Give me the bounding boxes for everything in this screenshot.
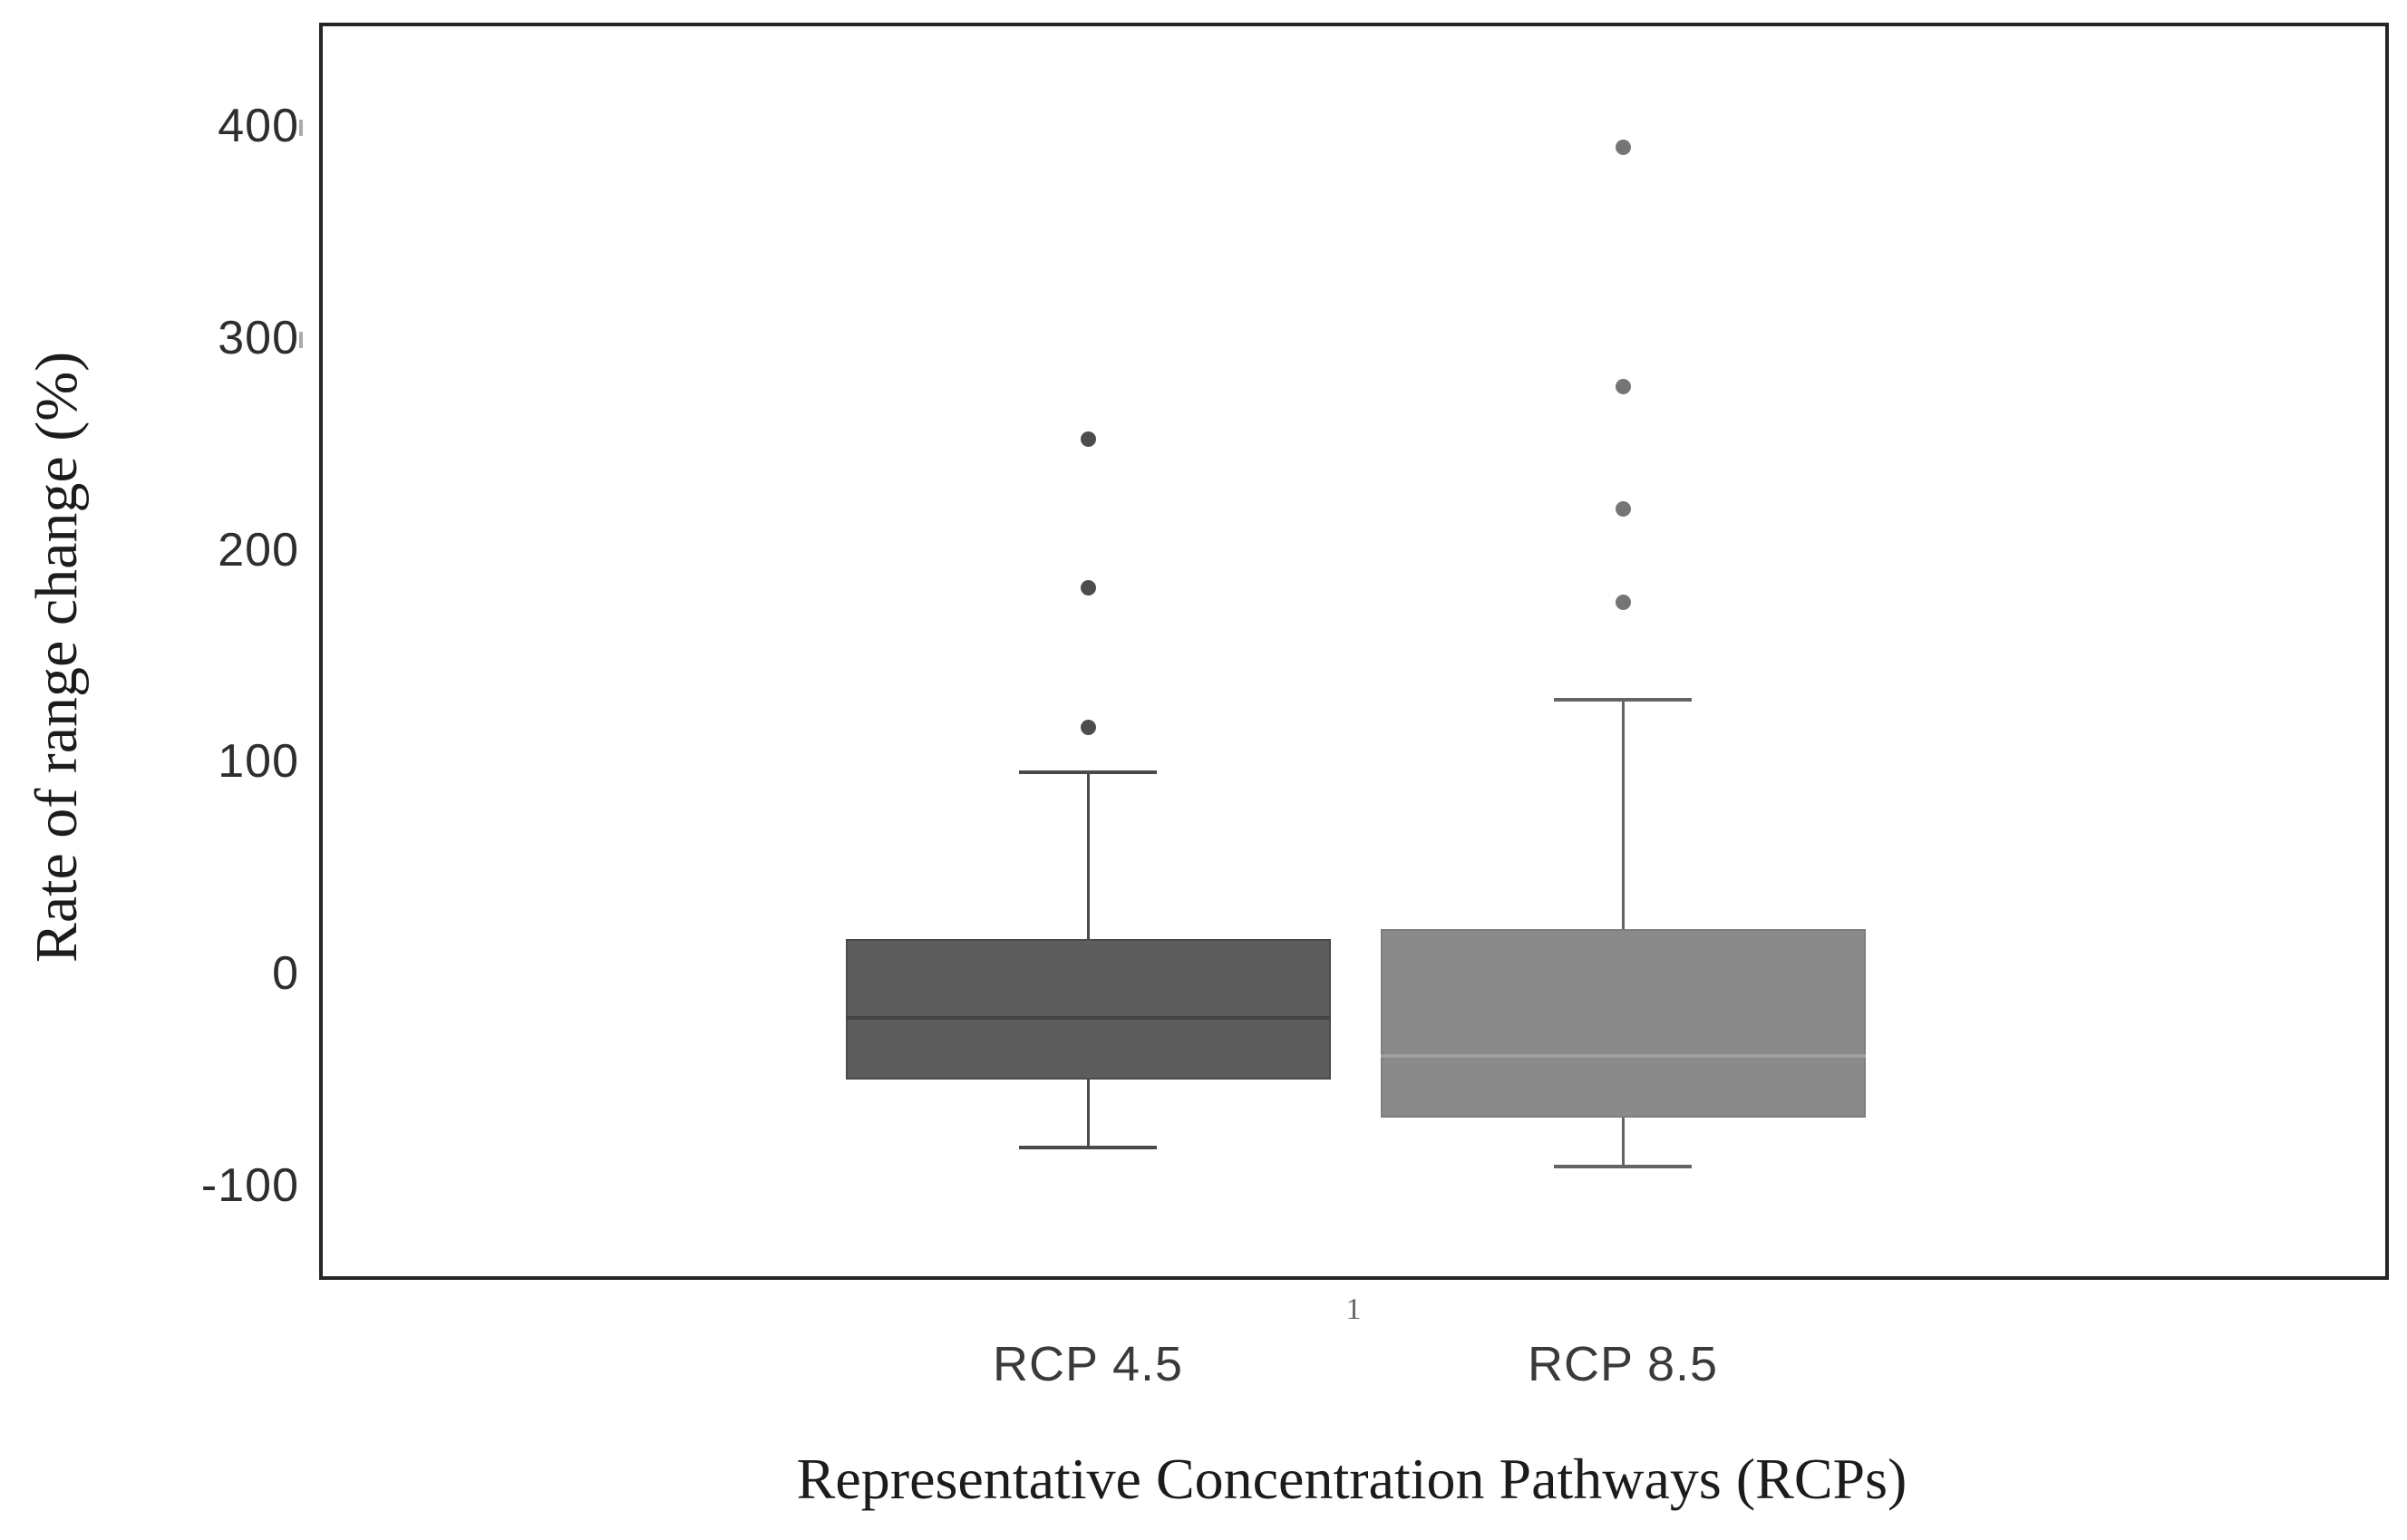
y-axis-title: Rate of range change (%) xyxy=(24,351,90,964)
outlier-dot xyxy=(1080,579,1096,596)
y-axis-minor-tick xyxy=(299,120,303,136)
outlier-dot xyxy=(1615,501,1631,518)
y-tick-label: 100 xyxy=(218,735,299,789)
lower-whisker-stem xyxy=(1621,1117,1625,1167)
y-tick-label: 400 xyxy=(218,99,299,152)
median-line xyxy=(1380,1054,1866,1059)
x-category-label: RCP 4.5 xyxy=(992,1337,1184,1391)
y-tick-label: 200 xyxy=(218,523,299,576)
median-line xyxy=(845,1015,1331,1020)
iqr-box xyxy=(845,939,1331,1080)
lower-whisker-stem xyxy=(1086,1079,1090,1148)
y-tick-label: 300 xyxy=(218,311,299,364)
outlier-dot xyxy=(1615,139,1631,155)
y-axis-minor-tick xyxy=(299,331,303,348)
lower-whisker-cap xyxy=(1554,1164,1692,1168)
y-tick-label: -100 xyxy=(200,1158,299,1212)
iqr-box xyxy=(1380,928,1866,1118)
footnote-marker: 1 xyxy=(1345,1293,1362,1326)
outlier-dot xyxy=(1615,378,1631,394)
x-category-label: RCP 8.5 xyxy=(1527,1337,1719,1391)
upper-whisker-stem xyxy=(1086,771,1090,940)
outlier-dot xyxy=(1080,720,1096,736)
outlier-dot xyxy=(1080,431,1096,448)
upper-whisker-stem xyxy=(1621,700,1625,929)
x-axis-title: Representative Concentration Pathways (R… xyxy=(796,1447,1907,1511)
upper-whisker-cap xyxy=(1554,698,1692,702)
lower-whisker-cap xyxy=(1019,1145,1157,1149)
upper-whisker-cap xyxy=(1019,770,1157,774)
outlier-dot xyxy=(1615,595,1631,611)
plot-area xyxy=(319,23,2389,1280)
y-tick-label: 0 xyxy=(272,947,299,1001)
